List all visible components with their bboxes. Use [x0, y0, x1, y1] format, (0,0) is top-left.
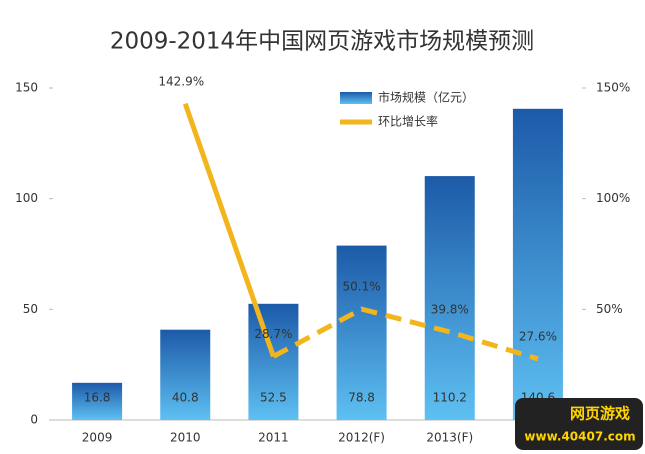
y-tick-label: 150: [15, 81, 38, 95]
bar: [424, 176, 475, 420]
bar: [512, 108, 563, 421]
line: [272, 306, 539, 362]
line-value-label: 28.7%: [254, 327, 292, 341]
line: [182, 102, 276, 358]
x-tick-label: 2012(F): [338, 431, 385, 445]
watermark: 网页游戏 www.40407.com: [515, 398, 643, 450]
y2-tick-label: 150%: [596, 81, 630, 95]
bar-value-label: 110.2: [433, 391, 467, 405]
watermark-title: 网页游戏: [570, 405, 630, 423]
chart-title: 2009-2014年中国网页游戏市场规模预测: [110, 29, 534, 55]
y2-tick-label: 100%: [596, 191, 630, 205]
x-tick-label: 2009: [82, 431, 113, 445]
legend-label: 环比增长率: [378, 114, 438, 129]
line-value-label: 39.8%: [431, 302, 469, 316]
bar-value-label: 78.8: [348, 391, 375, 405]
bar-value-label: 40.8: [172, 391, 199, 405]
x-tick-label: 2010: [170, 431, 201, 445]
watermark-badge: [515, 398, 643, 450]
bar: [72, 382, 123, 420]
bar-value-label: 16.8: [84, 391, 111, 405]
bar: [160, 329, 211, 420]
line-value-label: 142.9%: [158, 75, 204, 89]
y-tick-label: 50: [23, 302, 38, 316]
bar: [336, 245, 387, 420]
watermark-url: www.40407.com: [524, 430, 635, 444]
legend-label: 市场规模（亿元）: [378, 90, 474, 105]
y-tick-label: 0: [30, 413, 38, 427]
y-tick-label: 100: [15, 191, 38, 205]
line-value-label: 27.6%: [519, 329, 557, 343]
y2-tick-label: 50%: [596, 302, 623, 316]
line-value-label: 50.1%: [343, 280, 381, 294]
x-tick-label: 2011: [258, 431, 289, 445]
legend-swatch: [340, 92, 372, 104]
bar: [248, 303, 299, 420]
x-tick-label: 2013(F): [426, 431, 473, 445]
bar-value-label: 52.5: [260, 391, 287, 405]
